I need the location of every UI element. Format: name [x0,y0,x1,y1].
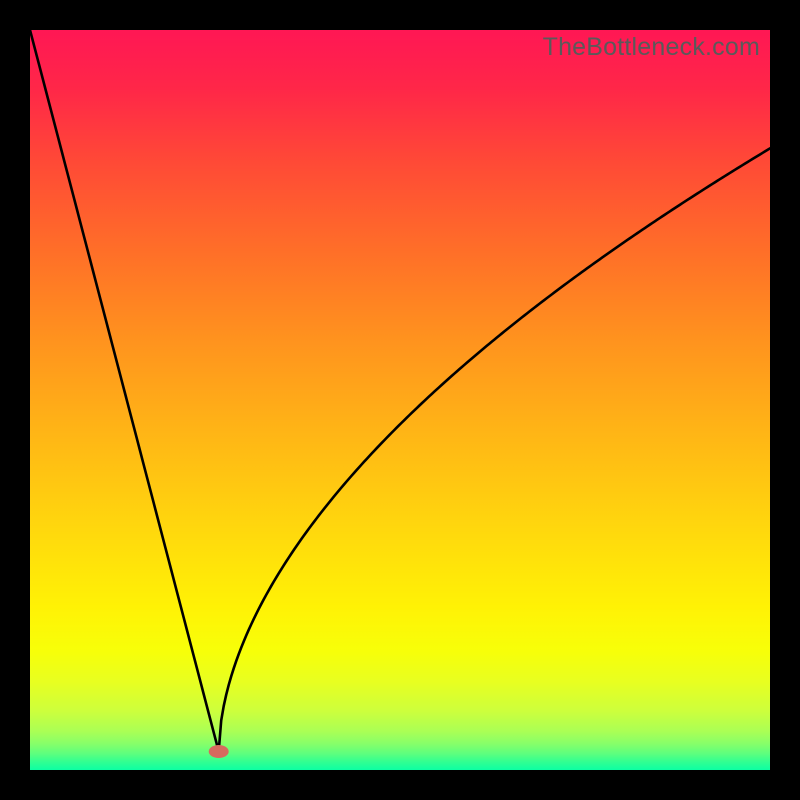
optimal-marker [209,745,229,758]
plot-area [30,30,770,770]
chart-frame: TheBottleneck.com [0,0,800,800]
watermark-text: TheBottleneck.com [543,33,760,62]
gradient-background [30,30,770,770]
plot-svg [30,30,770,770]
